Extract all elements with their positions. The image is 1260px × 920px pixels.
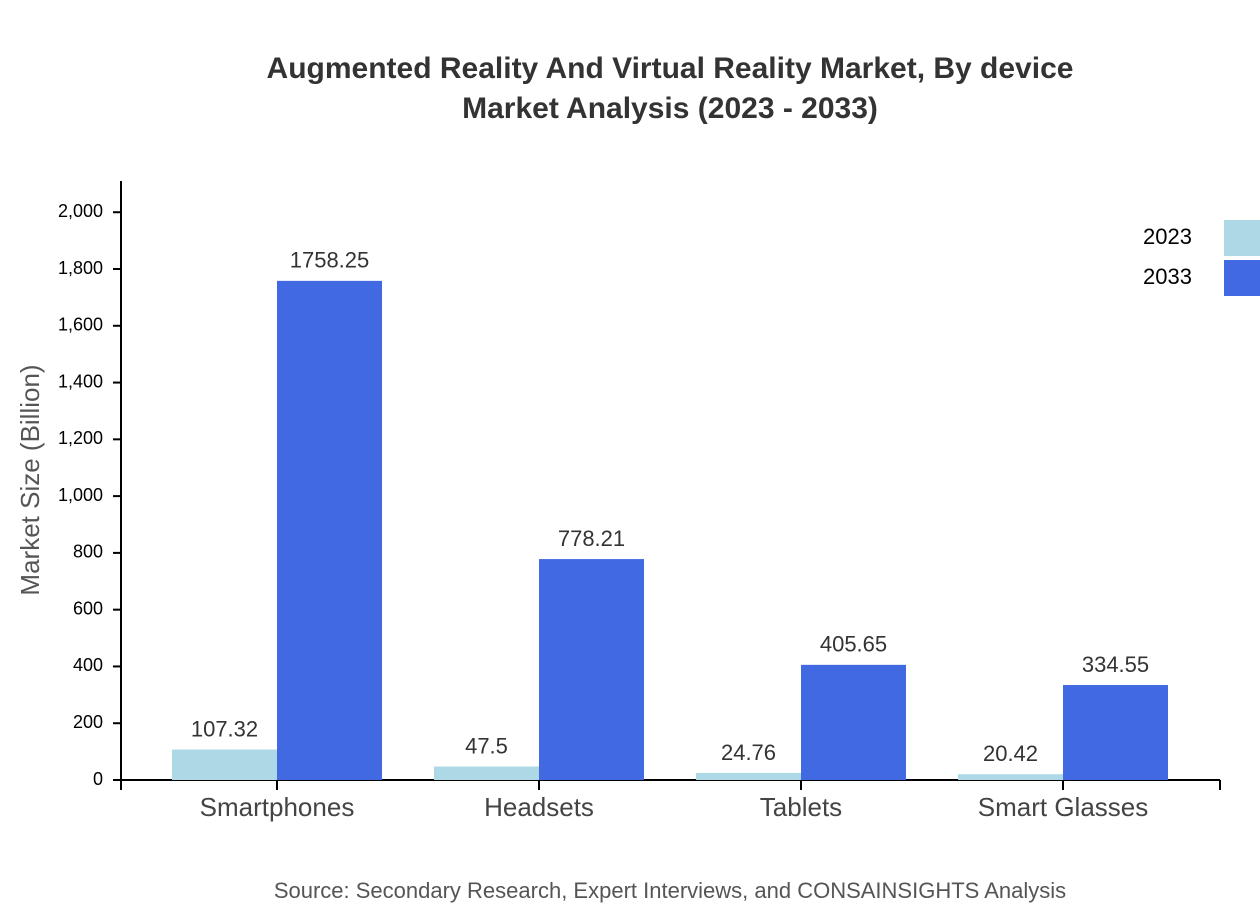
bar	[539, 559, 644, 780]
bar	[1063, 685, 1168, 780]
legend-label: 2023	[1143, 224, 1192, 249]
bar	[696, 772, 801, 780]
value-label: 24.76	[721, 740, 776, 765]
bar	[277, 280, 382, 780]
y-tick-label: 400	[73, 655, 103, 675]
value-label: 1758.25	[290, 248, 370, 273]
value-label: 334.55	[1082, 652, 1149, 677]
y-tick-label: 1,000	[58, 485, 103, 505]
y-axis-label: Market Size (Billion)	[15, 364, 45, 595]
legend-swatch	[1224, 220, 1260, 256]
x-tick-label: Tablets	[760, 792, 842, 822]
bar	[801, 664, 906, 780]
value-label: 778.21	[558, 526, 625, 551]
chart-title: Augmented Reality And Virtual Reality Ma…	[267, 52, 1074, 85]
legend-label: 2033	[1143, 264, 1192, 289]
y-tick-label: 1,200	[58, 428, 103, 448]
y-tick-label: 800	[73, 542, 103, 562]
y-tick-label: 200	[73, 712, 103, 732]
y-tick-label: 1,800	[58, 258, 103, 278]
source-note: Source: Secondary Research, Expert Inter…	[274, 878, 1066, 903]
value-label: 20.42	[983, 741, 1038, 766]
legend-swatch	[1224, 260, 1260, 296]
value-label: 107.32	[191, 716, 258, 741]
bar	[434, 766, 539, 780]
value-label: 405.65	[820, 632, 887, 657]
bar	[958, 774, 1063, 780]
y-tick-label: 1,600	[58, 315, 103, 335]
y-tick-label: 2,000	[58, 201, 103, 221]
x-tick-label: Smartphones	[200, 792, 355, 822]
y-tick-label: 1,400	[58, 371, 103, 391]
y-tick-label: 600	[73, 598, 103, 618]
value-label: 47.5	[465, 733, 508, 758]
chart-subtitle: Market Analysis (2023 - 2033)	[462, 92, 878, 125]
x-tick-label: Headsets	[484, 792, 594, 822]
x-tick-label: Smart Glasses	[978, 792, 1149, 822]
bar	[172, 749, 277, 780]
y-tick-label: 0	[93, 769, 103, 789]
